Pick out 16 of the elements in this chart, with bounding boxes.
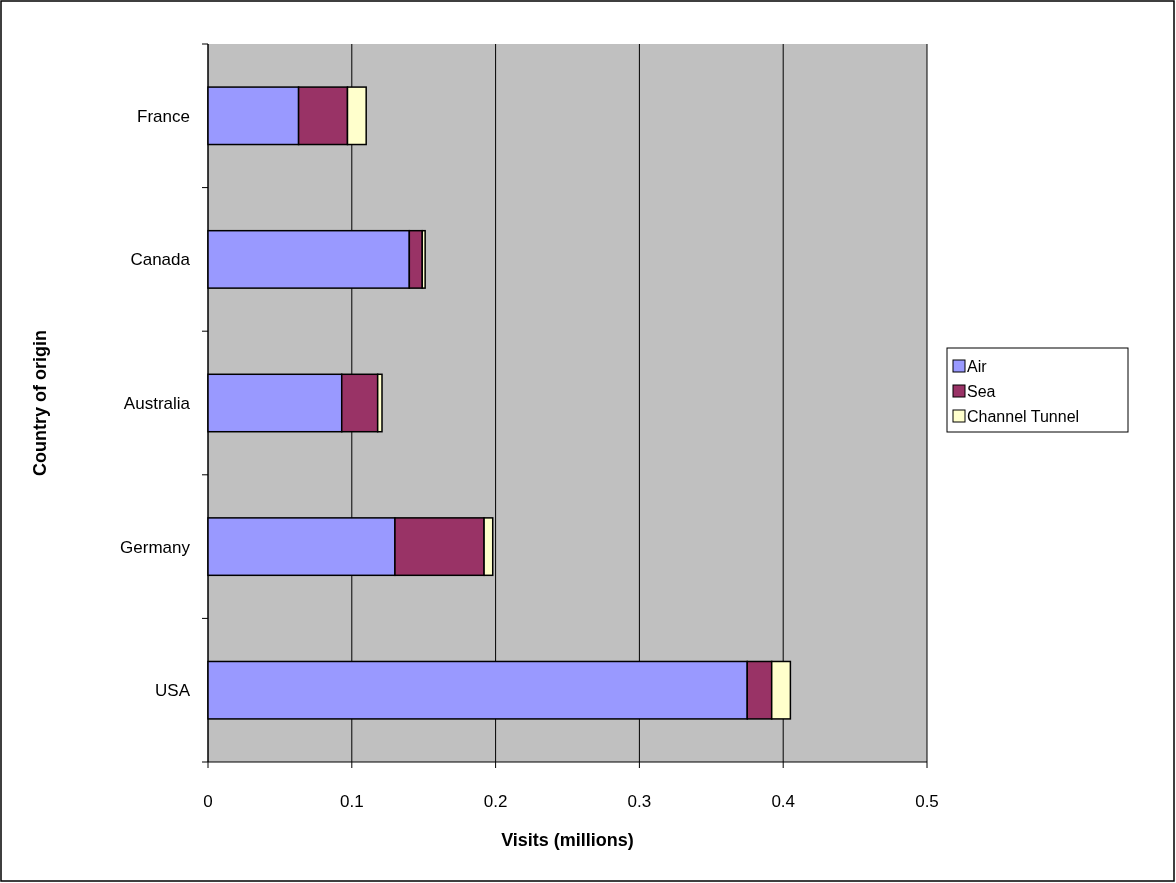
x-tick-label: 0.2	[483, 792, 508, 811]
x-tick-label: 0.3	[627, 792, 652, 811]
y-tick-label: France	[137, 106, 190, 126]
legend-label: Sea	[967, 383, 996, 400]
y-tick-label: Canada	[130, 250, 191, 270]
x-tick-label: 0	[203, 792, 213, 811]
y-axis-title: Country of origin	[30, 330, 50, 476]
y-tick-label: Australia	[123, 394, 191, 413]
y-tick-label: USA	[155, 681, 191, 701]
x-tick-label: 0.1	[339, 792, 364, 811]
legend-label: Air	[967, 358, 988, 375]
x-axis-title: Visits (millions)	[501, 830, 634, 850]
y-tick-label: Germany	[120, 537, 191, 557]
x-tick-label: 0.4	[771, 792, 796, 811]
legend-label: Channel Tunnel	[967, 408, 1080, 425]
x-tick-label: 0.5	[915, 792, 939, 811]
